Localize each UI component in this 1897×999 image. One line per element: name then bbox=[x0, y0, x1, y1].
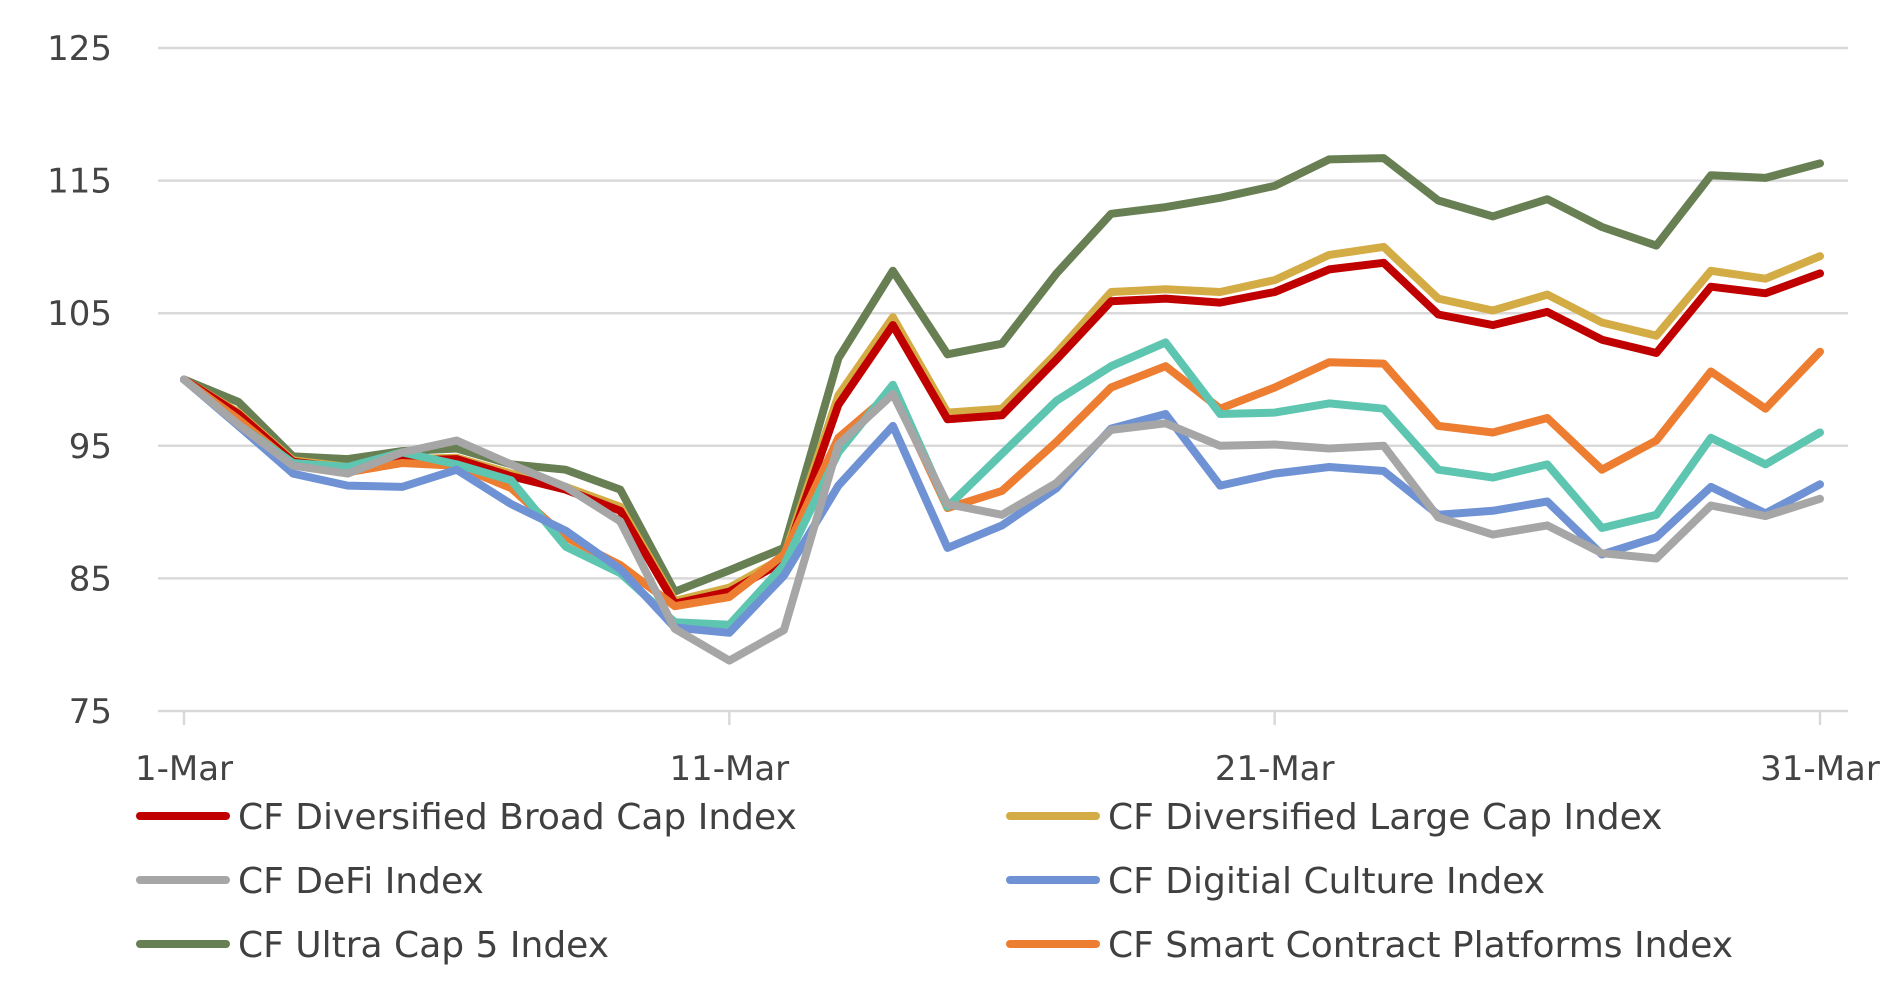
y-tick-label: 105 bbox=[47, 294, 112, 334]
x-tick-label: 31-Mar bbox=[1760, 749, 1880, 789]
series-line-2 bbox=[180, 258, 1824, 608]
series-lines bbox=[180, 154, 1824, 665]
y-tick-label: 95 bbox=[69, 427, 112, 467]
x-axis-tick-labels: 1-Mar 11-Mar 21-Mar 31-Mar bbox=[135, 749, 1880, 789]
legend-label: CF Diversified Broad Cap Index bbox=[238, 797, 797, 838]
series-line-1 bbox=[180, 242, 1824, 605]
y-tick-label: 125 bbox=[47, 29, 112, 69]
legend-label: CF Digitial Culture Index bbox=[1108, 861, 1545, 902]
legend-label: CF Diversified Large Cap Index bbox=[1108, 797, 1662, 838]
x-axis bbox=[158, 709, 1848, 725]
y-tick-label: 75 bbox=[69, 692, 112, 732]
gridlines bbox=[158, 46, 1848, 580]
y-tick-label: 115 bbox=[47, 162, 112, 202]
series-line-0 bbox=[180, 154, 1824, 596]
y-tick-label: 85 bbox=[69, 559, 112, 599]
legend-label: CF Ultra Cap 5 Index bbox=[238, 925, 609, 966]
x-tick-label: 1-Mar bbox=[135, 749, 233, 789]
x-tick-label: 21-Mar bbox=[1215, 749, 1335, 789]
legend-label: CF DeFi Index bbox=[238, 861, 484, 902]
legend-label: CF Smart Contract Platforms Index bbox=[1108, 925, 1733, 966]
legend: CF Diversified Broad Cap Index CF Diversi… bbox=[136, 797, 1733, 966]
series-line-6 bbox=[180, 375, 1824, 665]
series-line-5 bbox=[180, 375, 1824, 637]
x-tick-label: 11-Mar bbox=[669, 749, 789, 789]
series-line-4 bbox=[180, 338, 1824, 629]
y-axis-tick-labels: 75 85 95 105 115 125 bbox=[47, 29, 112, 732]
